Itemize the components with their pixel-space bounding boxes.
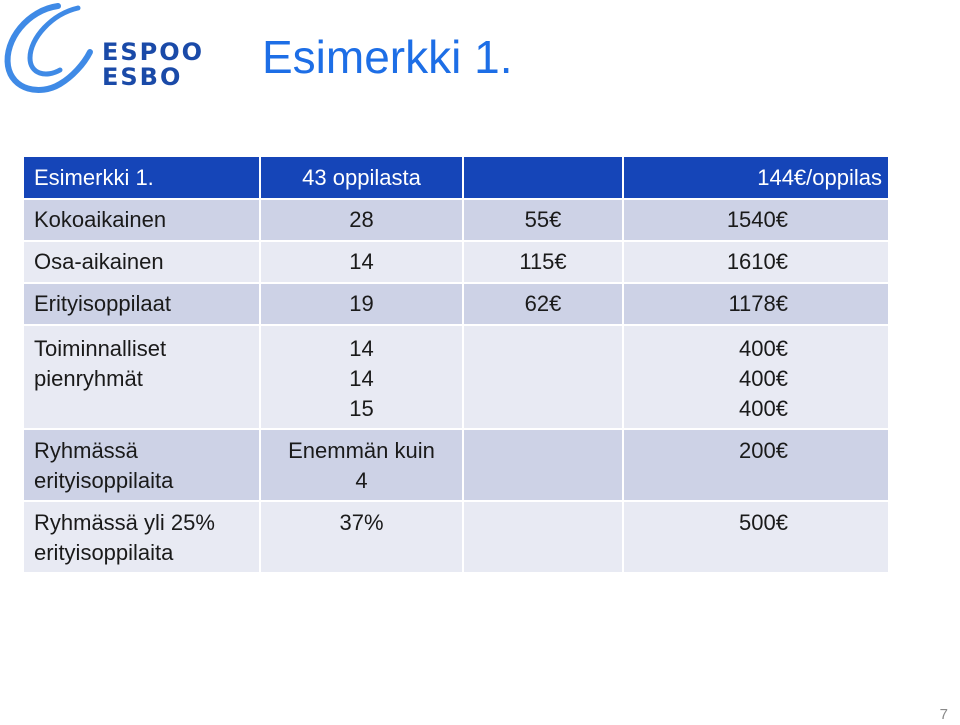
cell-line: 14 xyxy=(349,336,374,361)
header-cell: 144€/oppilas xyxy=(622,155,890,200)
espoo-logo-text: ESPOO ESBO xyxy=(102,40,204,90)
table-row: Erityisoppilaat 19 62€ 1178€ xyxy=(22,282,890,326)
logo-line-1: ESPOO xyxy=(102,38,205,66)
page-number: 7 xyxy=(939,706,948,723)
table-cell xyxy=(462,428,624,502)
cell-line: erityisoppilaita xyxy=(34,540,174,565)
table-cell: 28 xyxy=(259,198,464,242)
table-cell: Kokoaikainen xyxy=(22,198,261,242)
cell-line: 37% xyxy=(339,510,384,535)
table-cell: 14 xyxy=(259,240,464,284)
table-cell: Ryhmässä yli 25% erityisoppilaita xyxy=(22,500,261,574)
table-cell: 14 14 15 xyxy=(259,324,464,430)
table-cell xyxy=(462,324,624,430)
cell-line: 400€ xyxy=(739,396,788,421)
table-header-row: Esimerkki 1. 43 oppilasta 144€/oppilas xyxy=(22,155,890,200)
cell-line: Ryhmässä xyxy=(34,438,138,463)
slide-title: Esimerkki 1. xyxy=(262,31,513,83)
table-cell: 62€ xyxy=(462,282,624,326)
cell-line: 400€ xyxy=(739,366,788,391)
header-cell: Esimerkki 1. xyxy=(22,155,261,200)
table-cell: 115€ xyxy=(462,240,624,284)
espoo-logo-swirl-icon xyxy=(4,3,93,93)
cell-line: Enemmän kuin xyxy=(288,438,435,463)
table-row: Osa-aikainen 14 115€ 1610€ xyxy=(22,240,890,284)
table-cell: 19 xyxy=(259,282,464,326)
table-cell: Toiminnalliset pienryhmät xyxy=(22,324,261,430)
table-cell: 1178€ xyxy=(622,282,890,326)
cell-line: Toiminnalliset xyxy=(34,336,167,361)
table-cell: Erityisoppilaat xyxy=(22,282,261,326)
table-cell: 400€ 400€ 400€ xyxy=(622,324,890,430)
table-cell: 1610€ xyxy=(622,240,890,284)
cell-line: 4 xyxy=(355,468,368,493)
table-row: Ryhmässä erityisoppilaita Enemmän kuin 4… xyxy=(22,428,890,502)
cell-line: 400€ xyxy=(739,336,788,361)
espoo-logo: ESPOO ESBO xyxy=(0,0,202,100)
table-row: Ryhmässä yli 25% erityisoppilaita 37% 50… xyxy=(22,500,890,574)
cell-line: 14 xyxy=(349,366,374,391)
table-cell: Ryhmässä erityisoppilaita xyxy=(22,428,261,502)
logo-line-2: ESBO xyxy=(102,63,183,91)
table-row: Toiminnalliset pienryhmät 14 14 15 400€ … xyxy=(22,324,890,430)
table-cell: 500€ xyxy=(622,500,890,574)
table-cell: 37% xyxy=(259,500,464,574)
cell-line: Ryhmässä yli 25% xyxy=(34,510,215,535)
cost-table: Esimerkki 1. 43 oppilasta 144€/oppilas K… xyxy=(22,155,890,574)
table-row: Kokoaikainen 28 55€ 1540€ xyxy=(22,198,890,242)
cell-line: 200€ xyxy=(739,438,788,463)
header-cell: 43 oppilasta xyxy=(259,155,464,200)
table-cell: Enemmän kuin 4 xyxy=(259,428,464,502)
table-cell: 55€ xyxy=(462,198,624,242)
table-cell: Osa-aikainen xyxy=(22,240,261,284)
table-cell: 200€ xyxy=(622,428,890,502)
cell-line: 500€ xyxy=(739,510,788,535)
table-cell xyxy=(462,500,624,574)
cell-line: erityisoppilaita xyxy=(34,468,174,493)
header-cell xyxy=(462,155,624,200)
cell-line: pienryhmät xyxy=(34,366,143,391)
cell-line: 15 xyxy=(349,396,374,421)
table-cell: 1540€ xyxy=(622,198,890,242)
